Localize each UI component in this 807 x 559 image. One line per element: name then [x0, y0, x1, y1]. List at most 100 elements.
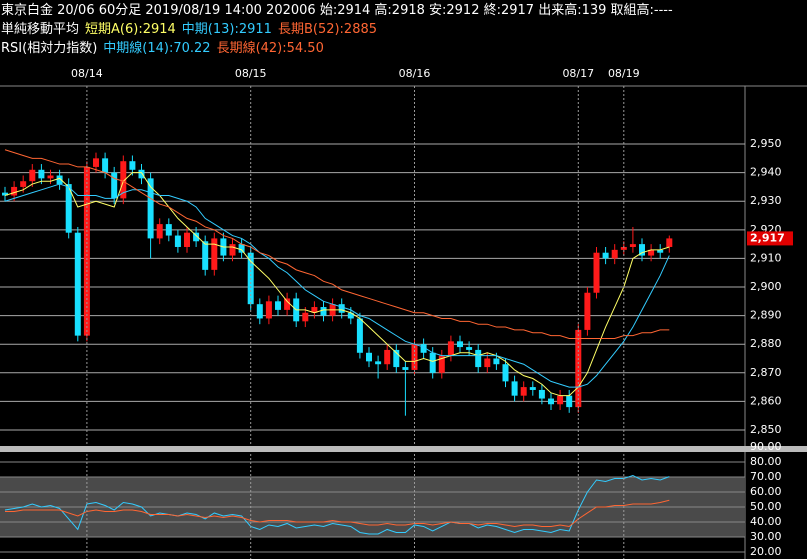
- candle-body: [11, 186, 18, 196]
- legend: 単純移動平均 短期A(6):2914 中期(13):2911 長期B(52):2885: [1, 20, 679, 39]
- candle-body: [548, 398, 554, 405]
- candle-body: [347, 312, 354, 319]
- legend-entry: 長期B(52):2885: [277, 22, 378, 37]
- price-tag: [747, 231, 793, 246]
- price-tag-label: 2,917: [750, 231, 785, 244]
- y-tick-label: 2,900: [750, 280, 782, 293]
- candle-body: [447, 341, 454, 356]
- candle-body: [93, 158, 99, 167]
- candle-body: [174, 235, 181, 247]
- candle-body: [639, 244, 645, 256]
- candle-body: [484, 358, 491, 368]
- candle-body: [29, 169, 36, 182]
- candle-body: [620, 246, 627, 250]
- y-tick-label: 2,880: [750, 337, 782, 350]
- candle-body: [74, 232, 81, 336]
- candle-body: [56, 175, 63, 185]
- y-tick-label: 80.00: [750, 455, 782, 468]
- candle-body: [275, 301, 281, 310]
- x-tick-label: 08/16: [399, 67, 431, 80]
- candle-body: [602, 252, 609, 259]
- legend: RSI(相対力指数) 中期線(14):70.22 長期線(42):54.50: [1, 39, 679, 58]
- candle-body: [402, 367, 409, 370]
- y-tick-label: 2,930: [750, 194, 782, 207]
- legend-entry: 中期線(14):70.22: [103, 41, 211, 56]
- candle-body: [502, 364, 509, 382]
- candle-body: [466, 347, 473, 350]
- candle-body: [184, 232, 190, 247]
- indicator-line: [5, 499, 670, 527]
- legend-title: 単純移動平均: [1, 22, 80, 37]
- y-tick-label: 40.00: [750, 515, 782, 528]
- legend-entry: 長期線(42):54.50: [216, 41, 324, 56]
- candle-body: [20, 181, 27, 187]
- candle-body: [648, 249, 655, 256]
- y-tick-label: 70.00: [750, 470, 782, 483]
- y-tick-label: 2,870: [750, 366, 782, 379]
- indicator-line: [4, 149, 670, 339]
- candle-body: [520, 387, 527, 396]
- candle-body: [593, 252, 600, 293]
- x-tick-label: 08/19: [608, 67, 640, 80]
- chart-title: 東京白金 20/06 60分足 2019/08/19 14:00 202006 …: [1, 3, 673, 18]
- candle-body: [429, 352, 436, 373]
- y-tick-label: 2,910: [750, 251, 782, 264]
- candle-body: [438, 355, 445, 373]
- candle-body: [538, 389, 545, 399]
- candle-body: [265, 301, 272, 319]
- y-tick-label: 2,890: [750, 309, 782, 322]
- candle-body: [529, 387, 536, 390]
- candle-body: [411, 344, 418, 370]
- candle-body: [2, 192, 8, 196]
- candle-body: [129, 161, 136, 170]
- candle-body: [302, 312, 309, 322]
- candle-body: [256, 304, 263, 319]
- candle-body: [320, 307, 327, 316]
- header: 東京白金 20/06 60分足 2019/08/19 14:00 202006 …: [1, 1, 679, 58]
- legend-title: RSI(相対力指数): [1, 41, 98, 56]
- candle-body: [284, 298, 291, 310]
- candle-body: [457, 341, 463, 348]
- candle-body: [356, 318, 363, 353]
- legend-entry: 短期A(6):2914: [85, 22, 176, 37]
- y-tick-label: 2,860: [750, 394, 782, 407]
- legend-entry: 中期(13):2911: [181, 22, 272, 37]
- candle-body: [657, 249, 664, 253]
- x-tick-label: 08/15: [235, 67, 267, 80]
- candle-body: [120, 161, 127, 199]
- indicator-line: [4, 474, 670, 535]
- y-tick-label: 60.00: [750, 485, 782, 498]
- y-tick-label: 2,850: [750, 423, 782, 436]
- indicator-line: [4, 183, 670, 388]
- x-tick-label: 08/17: [562, 67, 594, 80]
- candle-body: [211, 238, 218, 270]
- candle-body: [366, 352, 372, 362]
- header-line: 東京白金 20/06 60分足 2019/08/19 14:00 202006 …: [1, 1, 679, 20]
- candle-body: [311, 307, 318, 313]
- y-tick-label: 90.00: [750, 440, 782, 453]
- candle-body: [111, 172, 118, 199]
- candle-body: [557, 395, 564, 405]
- candle-body: [229, 244, 236, 256]
- candle-body: [511, 381, 518, 396]
- candle-body: [165, 224, 172, 236]
- candle-body: [420, 344, 427, 353]
- candle-body: [338, 304, 345, 313]
- candle-body: [156, 224, 163, 239]
- candle-body: [393, 349, 400, 368]
- candle-body: [575, 329, 582, 408]
- candle-body: [629, 244, 636, 247]
- candle-body: [384, 349, 391, 365]
- y-tick-label: 2,940: [750, 166, 782, 179]
- candle-body: [47, 175, 54, 179]
- candle-body: [65, 184, 72, 233]
- candle-body: [147, 178, 154, 239]
- panel-separator: [0, 446, 807, 452]
- candle-body: [566, 395, 573, 408]
- plot-area: [0, 143, 745, 553]
- candle-body: [584, 292, 591, 330]
- y-tick-label: 50.00: [750, 500, 782, 513]
- candle-body: [138, 169, 145, 179]
